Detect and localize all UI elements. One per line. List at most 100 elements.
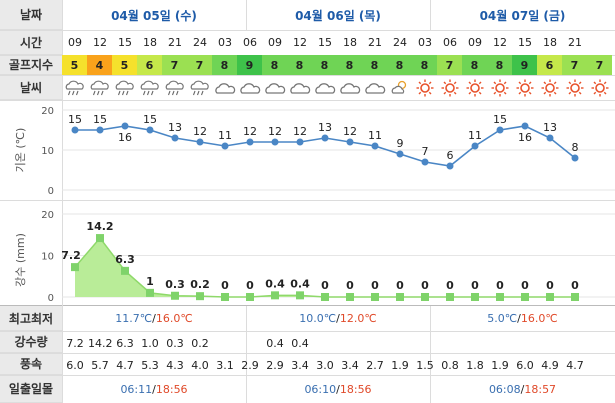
rain-point <box>571 293 579 301</box>
temp-data-label: 12 <box>268 125 282 138</box>
temp-data-label: 15 <box>68 113 82 126</box>
rain-point <box>121 266 129 275</box>
wind-cell: 4.0 <box>191 359 209 372</box>
rain-data-label: 0 <box>446 279 454 292</box>
wind-cell: 3.0 <box>316 359 334 372</box>
time-cell: 09 <box>268 36 282 49</box>
rain-cloud-icon <box>137 79 162 97</box>
rain-data-label: 0 <box>246 279 254 292</box>
temp-point <box>296 138 304 146</box>
rain-point <box>546 293 554 301</box>
rainfall-cell: 1.0 <box>141 337 159 350</box>
temp-axis-tick: 20 <box>41 106 54 117</box>
wind-cell: 4.7 <box>566 359 584 372</box>
golf-index-cell: 7 <box>562 55 587 75</box>
cloud-icon <box>312 79 337 97</box>
rain-cloud-icon <box>112 79 137 97</box>
golf-index-cell: 8 <box>387 55 412 75</box>
temp-axis-tick: 0 <box>48 186 54 197</box>
golf-index-cell: 9 <box>237 55 262 75</box>
time-cell: 09 <box>468 36 482 49</box>
temp-data-label: 13 <box>543 121 557 134</box>
temp-point <box>396 150 404 158</box>
temp-point <box>421 158 429 166</box>
date-header-1: 04월 05일 (수) <box>111 8 197 23</box>
golf-index-cell: 8 <box>487 55 512 75</box>
temp-data-label: 16 <box>118 131 132 144</box>
rain-data-label: 0 <box>521 279 529 292</box>
time-cell: 15 <box>518 36 532 49</box>
temp-data-label: 15 <box>493 113 507 126</box>
row-label-rainfall: 강수량 <box>0 331 62 353</box>
minmax-day-3: 5.0℃/16.0℃ <box>487 312 558 325</box>
temp-point <box>196 138 204 146</box>
rain-cloud-icon <box>62 79 87 97</box>
sun-icon <box>412 79 437 97</box>
rainfall-cell: 6.3 <box>116 337 134 350</box>
row-label-weather: 날씨 <box>0 75 62 100</box>
rain-point <box>471 293 479 301</box>
wind-cell: 4.7 <box>116 359 134 372</box>
temp-data-label: 12 <box>293 125 307 138</box>
golf-index-cell: 8 <box>312 55 337 75</box>
time-cell: 24 <box>193 36 207 49</box>
rain-axis-tick: 0 <box>48 293 54 304</box>
golf-index-cell: 9 <box>512 55 537 75</box>
time-cell: 18 <box>543 36 557 49</box>
time-cell: 12 <box>293 36 307 49</box>
rainfall-cell: 7.2 <box>66 337 84 350</box>
rain-axis-tick: 10 <box>41 252 54 263</box>
rainfall-cell: 14.2 <box>88 337 113 350</box>
golf-index-cell: 8 <box>212 55 237 75</box>
row-label-golf: 골프지수 <box>0 55 62 75</box>
rain-point <box>271 291 279 300</box>
temp-data-label: 8 <box>572 141 579 154</box>
temp-data-label: 7 <box>422 145 429 158</box>
wind-cell: 2.7 <box>366 359 384 372</box>
rain-point <box>496 293 504 301</box>
rain-point <box>396 293 404 301</box>
cloud-icon <box>337 79 362 97</box>
wind-cell: 4.3 <box>166 359 184 372</box>
wind-cell: 1.9 <box>491 359 509 372</box>
rain-data-label: 0.3 <box>165 278 185 291</box>
time-cell: 03 <box>218 36 232 49</box>
rain-area <box>75 238 575 297</box>
time-cell: 06 <box>443 36 457 49</box>
wind-cell: 3.4 <box>341 359 359 372</box>
row-label-wind: 풍속 <box>0 353 62 375</box>
golf-index-cell: 7 <box>187 55 212 75</box>
rain-axis-label: 강수 (mm) <box>14 233 27 287</box>
time-cell: 21 <box>168 36 182 49</box>
wind-cell: 2.9 <box>266 359 284 372</box>
temp-point <box>321 134 329 142</box>
temp-data-label: 16 <box>518 131 532 144</box>
golf-index-cell: 5 <box>62 55 87 75</box>
temp-point <box>121 122 129 130</box>
rain-data-label: 0.2 <box>190 278 210 291</box>
sun-day-1: 06:11/18:56 <box>120 383 188 396</box>
temp-axis-label: 기온 (℃) <box>14 128 27 173</box>
time-cell: 15 <box>118 36 132 49</box>
cloud-icon <box>362 79 387 97</box>
cloud-icon <box>237 79 262 97</box>
rainfall-chart: 20 10 0 강수 (mm) 7.2 14.2 6.3 1 0.3 0.2 0 0 0.4 0.4 0 0 0… <box>14 210 615 304</box>
golf-index-cell: 8 <box>287 55 312 75</box>
rain-data-label: 0 <box>221 279 229 292</box>
rain-point <box>371 293 379 301</box>
golf-index-cell: 8 <box>262 55 287 75</box>
golf-index-cell: 8 <box>362 55 387 75</box>
rain-axis-tick: 20 <box>41 210 54 221</box>
temp-axis-tick: 10 <box>41 146 54 157</box>
temp-point <box>246 138 254 146</box>
temp-data-label: 6 <box>447 149 454 162</box>
rain-point <box>296 291 304 300</box>
rain-data-label: 0 <box>496 279 504 292</box>
temp-data-label: 13 <box>318 121 332 134</box>
temp-data-label: 11 <box>368 129 382 142</box>
time-cell: 12 <box>93 36 107 49</box>
temp-point <box>71 126 79 134</box>
rain-data-label: 0 <box>396 279 404 292</box>
date-header-2: 04월 06일 (목) <box>295 8 381 23</box>
time-cell: 03 <box>418 36 432 49</box>
